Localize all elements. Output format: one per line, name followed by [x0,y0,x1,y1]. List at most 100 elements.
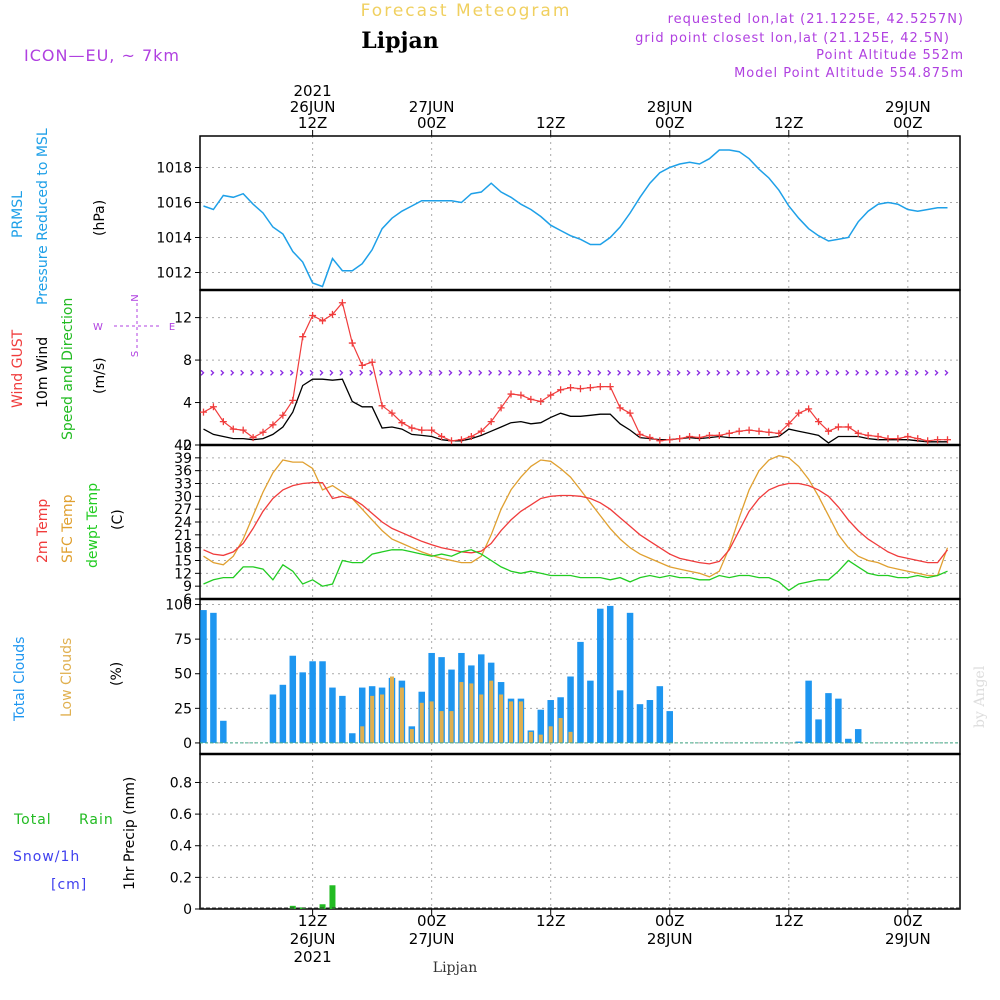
time-label-top: 2021 [294,82,332,100]
low-cloud-bar [380,694,385,743]
gust-marker [785,420,793,428]
time-label-top: 00Z [417,114,446,132]
sfc-temp-line [203,455,949,578]
wind-dir-arrow [825,369,830,376]
low-cloud-bar [389,676,394,743]
wind-dir-arrow [498,369,503,376]
wind-dir-arrow [884,369,889,376]
wind-dir-arrow [577,369,582,376]
wind-dir-arrow [557,369,562,376]
point-altitude: Point Altitude 552m [816,48,964,63]
gust-label: Wind GUST [10,329,26,408]
gust-marker [894,435,902,443]
wind-dir-arrow [428,369,433,376]
y-tick-label: 18 [174,541,192,557]
total-cloud-bar [349,733,356,743]
low-cloud-bar [558,718,563,743]
gust-marker [626,409,634,417]
gust-marker [249,434,257,442]
low-cloud-bar [509,701,514,743]
gust-marker [289,396,297,404]
y-tick-label: 100 [165,598,192,614]
total-cloud-bar [835,698,842,743]
wind-dir-arrow [805,369,810,376]
total-cloud-bar [567,676,574,743]
total-cloud-bar [269,694,277,743]
gust-marker [209,403,217,411]
total-cloud-bar [606,605,614,743]
panel-frame [199,135,961,291]
low-cloud-bar [399,687,404,743]
time-label-top: 00Z [655,114,684,132]
time-label-bottom: 00Z [655,912,684,930]
low-clouds-label: Low Clouds [59,638,75,717]
gust-marker [934,436,942,444]
total-cloud-bar [616,690,624,743]
total-cloud-bar [626,612,634,743]
time-label-bottom: 00Z [893,912,922,930]
wind-dir-arrow [855,369,860,376]
gust-marker [229,425,237,433]
y-tick-label: 0.8 [170,775,192,791]
total-cloud-bar [587,680,594,743]
y-tick-label: 27 [174,502,192,518]
gust-marker [348,339,356,347]
wind-dir-arrow [547,369,552,376]
dewpt-label: dewpt Temp [85,483,101,568]
wind-dir-arrow [726,369,731,376]
compass-n: N [130,294,141,301]
wind-dir-arrow [617,369,622,376]
wind-dir-arrow [339,369,344,376]
compass-rose: N W E S [93,294,175,357]
total-cloud-bar [289,655,297,743]
gust-marker [378,402,386,410]
wind-dir-arrow [438,369,443,376]
compass-e: E [169,322,175,333]
wind-dir-arrow [765,369,770,376]
time-label-top: 29JUN [885,98,931,116]
gust-marker [586,384,594,392]
total-cloud-bar [815,719,822,743]
gust-marker [398,419,406,427]
gust-marker [676,435,684,443]
model-altitude: Model Point Altitude 554.875m [734,66,964,81]
time-label-bottom: 29JUN [885,930,931,948]
time-label-bottom: 12Z [774,912,803,930]
gust-marker [388,409,396,417]
snow-label: Snow/1h [13,849,80,865]
low-cloud-bar [459,682,464,743]
gust-marker [269,421,277,429]
gust-marker [755,427,763,435]
low-cloud-bar [538,734,543,743]
gust-marker [795,409,803,417]
low-cloud-bar [489,680,494,743]
wind-dir-arrow [636,369,641,376]
requested-coords: requested lon,lat (21.1225E, 42.5257N) [668,12,964,27]
gust-marker [765,428,773,436]
time-label-bottom: 26JUN [290,930,336,948]
y-tick-label: 33 [174,477,192,493]
gust-marker [497,404,505,412]
wind-speed-line [203,378,948,444]
wind-dir-arrow [894,369,899,376]
wind-dir-arrow [260,369,265,376]
y-tick-label: 0.6 [170,807,192,823]
low-cloud-bar [429,701,434,743]
panel-pressure: 1012 1014 1016 1018 [156,135,961,291]
gust-line [203,301,948,442]
low-cloud-bar [439,711,444,743]
gust-marker [666,436,674,444]
gust-marker [279,411,287,419]
low-cloud-bar [419,702,424,743]
total-cloud-bar [577,641,584,743]
wind-dir-arrow [349,369,354,376]
gust-marker [239,426,247,434]
gust-marker [557,386,565,394]
gust-marker [844,423,852,431]
gust-marker [725,429,733,437]
gust-marker [487,418,495,426]
wind-dir-arrow [716,369,721,376]
gust-marker [428,426,436,434]
wind-dir-arrow [329,369,334,376]
gust-marker [408,424,416,432]
